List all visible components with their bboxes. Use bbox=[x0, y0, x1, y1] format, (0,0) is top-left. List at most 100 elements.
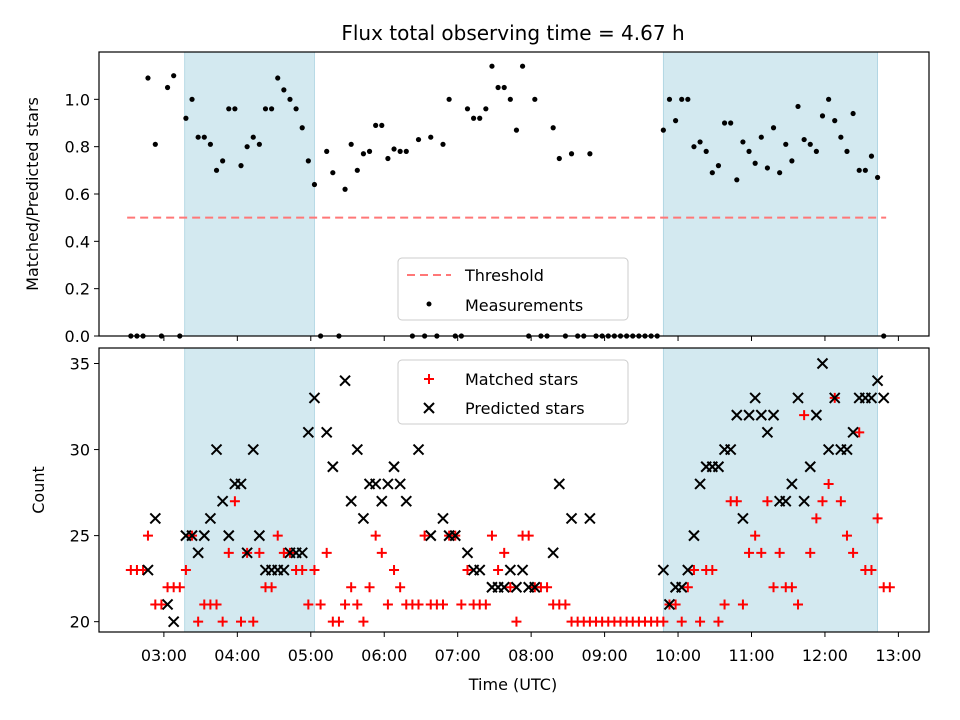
matched-star-point bbox=[462, 565, 473, 576]
predicted-star-point bbox=[547, 547, 559, 559]
matched-star-point bbox=[303, 599, 314, 610]
measurement-point bbox=[477, 115, 483, 121]
measurement-point bbox=[672, 118, 679, 124]
measurement-point bbox=[697, 139, 703, 145]
matched-star-point bbox=[499, 547, 510, 558]
predicted-star-point bbox=[296, 547, 308, 559]
measurement-point bbox=[244, 144, 250, 150]
measurement-point bbox=[220, 158, 226, 164]
measurement-point bbox=[373, 122, 379, 128]
matched-star-point bbox=[823, 478, 834, 489]
matched-star-point bbox=[217, 616, 228, 627]
predicted-star-point bbox=[351, 443, 364, 456]
measurement-point bbox=[783, 141, 789, 147]
matched-star-point bbox=[142, 530, 153, 541]
top-y-ticks: 0.0 0.2 0.4 0.6 0.8 1.0 bbox=[65, 90, 99, 346]
predicted-star-point bbox=[198, 529, 210, 542]
matched-star-point bbox=[156, 599, 167, 610]
measurement-point bbox=[856, 167, 862, 173]
measurement-point bbox=[703, 148, 709, 154]
predicted-star-point bbox=[327, 461, 339, 473]
measurement-point bbox=[501, 84, 507, 91]
predicted-star-point bbox=[810, 409, 823, 421]
top-y-tick-label: 0.2 bbox=[65, 280, 90, 299]
measurement-point bbox=[152, 141, 158, 147]
x-tick-label: 03:00 bbox=[141, 646, 187, 665]
matched-star-point bbox=[352, 599, 363, 610]
bottom-panel: 03:00 04:00 05:00 06:00 07:00 08:00 09:00 10:00… bbox=[29, 347, 930, 694]
predicted-star-point bbox=[724, 443, 737, 456]
matched-star-point bbox=[493, 565, 504, 576]
predicted-star-point bbox=[216, 495, 229, 507]
measurement-point bbox=[807, 141, 813, 147]
top-x-ticks bbox=[163, 336, 899, 341]
matched-star-point bbox=[272, 530, 283, 541]
legend-matched-label: Matched stars bbox=[465, 370, 578, 389]
measurement-point bbox=[666, 96, 673, 102]
matched-star-point bbox=[768, 582, 779, 593]
predicted-star-point bbox=[553, 478, 566, 490]
top-shaded-regions bbox=[184, 51, 878, 337]
top-y-tick-label: 0.6 bbox=[65, 185, 90, 204]
predicted-star-point bbox=[584, 512, 596, 525]
matched-star-point bbox=[658, 616, 669, 627]
matched-star-point bbox=[750, 530, 761, 541]
measurement-point bbox=[819, 113, 826, 119]
matched-star-point bbox=[841, 530, 852, 541]
bottom-shaded-region-2 bbox=[662, 347, 878, 633]
measurement-point bbox=[256, 141, 262, 147]
x-tick-label: 05:00 bbox=[288, 646, 334, 665]
x-tick-label: 11:00 bbox=[728, 646, 774, 665]
measurement-point bbox=[660, 127, 666, 133]
matched-star-point bbox=[811, 513, 822, 524]
measurement-point bbox=[513, 127, 520, 133]
predicted-star-point bbox=[449, 529, 461, 542]
matched-star-point bbox=[333, 616, 344, 627]
predicted-star-point bbox=[308, 392, 321, 404]
measurement-point bbox=[403, 148, 409, 154]
predicted-star-point bbox=[529, 581, 541, 593]
matched-star-point bbox=[505, 582, 516, 593]
matched-star-point bbox=[872, 513, 883, 524]
measurement-point bbox=[391, 146, 397, 152]
measurement-point bbox=[262, 106, 269, 112]
legend-predicted-label: Predicted stars bbox=[465, 399, 585, 418]
measurement-point bbox=[556, 155, 562, 162]
matched-star-point bbox=[676, 616, 687, 627]
measurement-point bbox=[746, 148, 752, 154]
predicted-star-point bbox=[247, 443, 259, 456]
measurement-point bbox=[324, 148, 330, 154]
matched-star-point bbox=[848, 547, 859, 558]
bottom-y-tick-label: 30 bbox=[70, 441, 90, 460]
predicted-star-point bbox=[504, 564, 517, 576]
measurement-point bbox=[428, 134, 434, 140]
measurement-point bbox=[250, 134, 256, 140]
matched-star-point bbox=[713, 616, 724, 627]
predicted-star-point bbox=[339, 374, 351, 387]
matched-star-point bbox=[211, 599, 222, 610]
measurement-point bbox=[789, 158, 795, 164]
bottom-y-tick-label: 20 bbox=[70, 613, 90, 632]
top-y-tick-label: 0.0 bbox=[65, 327, 90, 346]
predicted-star-point bbox=[388, 461, 400, 473]
matched-star-points bbox=[125, 392, 895, 627]
measurement-point bbox=[189, 96, 195, 102]
measurement-point bbox=[354, 167, 360, 173]
bottom-shaded-region-1 bbox=[184, 347, 315, 633]
measurement-point bbox=[874, 174, 881, 181]
matched-star-point bbox=[884, 582, 895, 593]
matched-star-point bbox=[376, 547, 387, 558]
matched-star-point bbox=[358, 616, 369, 627]
legend-measurements-swatch bbox=[426, 301, 432, 307]
matched-star-point bbox=[817, 496, 828, 507]
matched-star-point bbox=[480, 599, 491, 610]
top-legend: Threshold Measurements bbox=[397, 257, 629, 321]
x-tick-label: 08:00 bbox=[508, 646, 554, 665]
predicted-star-point bbox=[210, 443, 223, 456]
predicted-star-points bbox=[142, 357, 890, 628]
measurement-point bbox=[832, 118, 838, 124]
top-shaded-region-2 bbox=[662, 51, 878, 337]
predicted-star-point bbox=[223, 529, 235, 542]
measurement-point bbox=[293, 106, 299, 112]
matched-star-point bbox=[511, 616, 522, 627]
